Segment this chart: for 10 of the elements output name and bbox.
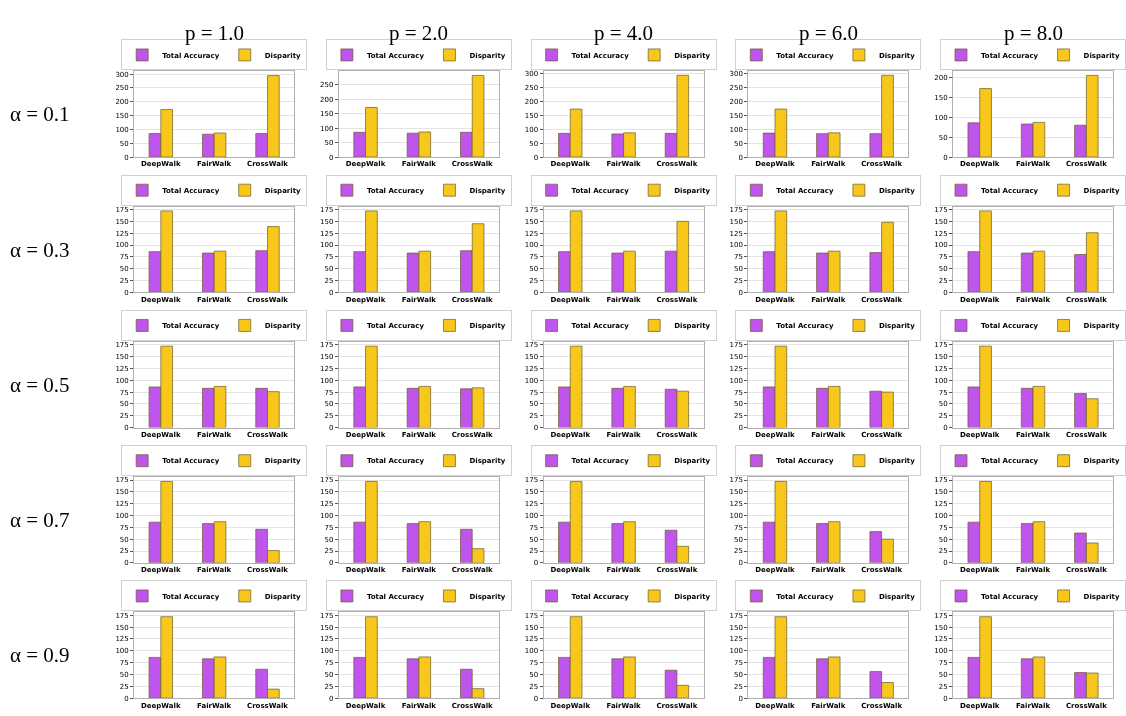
y-axis-title: α = 0.3 bbox=[10, 238, 70, 262]
chart-title: p = 1.0 bbox=[185, 21, 245, 45]
chart-title: p = 6.0 bbox=[799, 21, 859, 45]
y-axis-title: α = 0.7 bbox=[10, 508, 70, 532]
chart-title: p = 2.0 bbox=[389, 21, 449, 45]
y-axis-title: α = 0.5 bbox=[10, 373, 70, 397]
chart-title: p = 8.0 bbox=[1004, 21, 1064, 45]
chart-title: p = 4.0 bbox=[594, 21, 654, 45]
y-axis-title: α = 0.9 bbox=[10, 643, 70, 667]
y-axis-title: α = 0.1 bbox=[10, 102, 70, 126]
